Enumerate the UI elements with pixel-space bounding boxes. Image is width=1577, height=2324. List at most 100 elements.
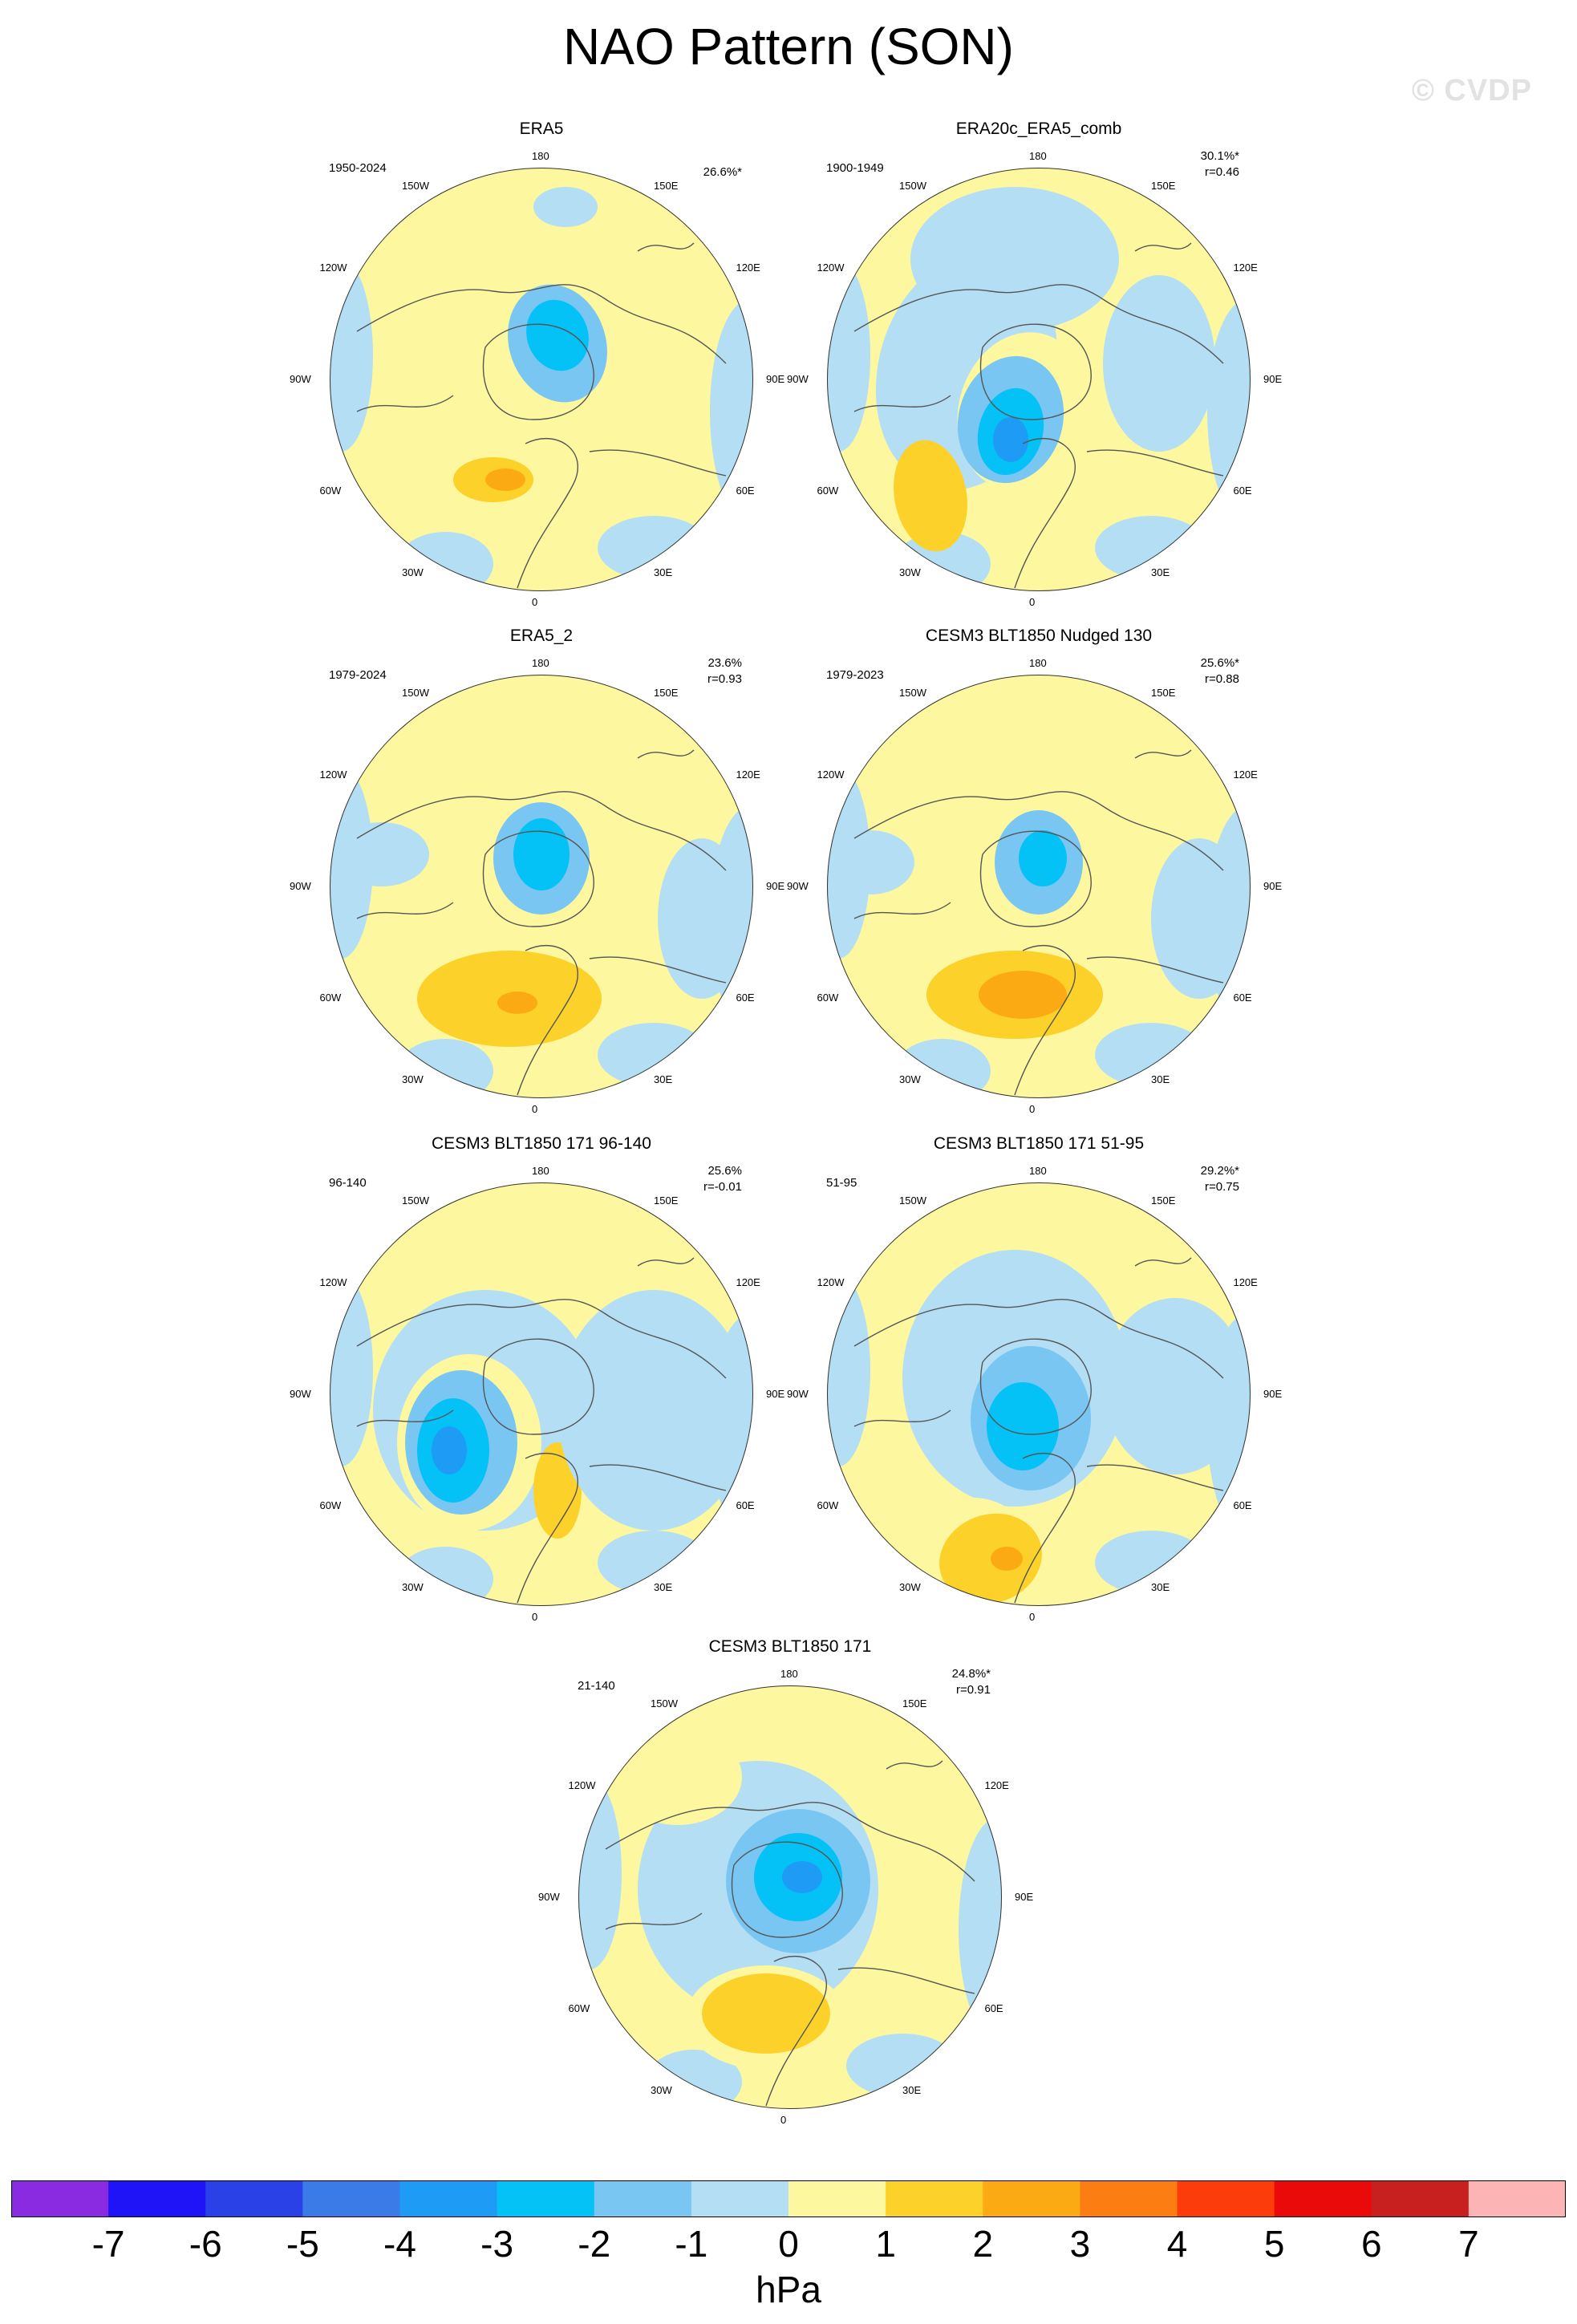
coastline xyxy=(886,1760,943,1770)
coastline xyxy=(1014,945,1076,1096)
longitude-label: 90W xyxy=(787,373,809,385)
anomaly-region xyxy=(827,1274,870,1466)
anomaly-region xyxy=(979,971,1067,1019)
anomaly-region xyxy=(330,1274,373,1466)
panel-period: 51-95 xyxy=(826,1176,857,1190)
longitude-label: 150W xyxy=(402,180,429,193)
anomaly-region xyxy=(827,830,914,894)
map-border xyxy=(827,168,1251,591)
longitude-label: 0 xyxy=(532,1611,538,1623)
longitude-label: 150W xyxy=(402,687,429,700)
colorbar-tick-label: -2 xyxy=(578,2223,611,2265)
anomaly-region xyxy=(397,1547,493,1606)
longitude-label: 90W xyxy=(290,1388,311,1400)
panel-title: ERA5 xyxy=(519,120,564,138)
polar-map xyxy=(330,675,753,1098)
longitude-label: 60W xyxy=(319,485,342,497)
map-border xyxy=(330,675,753,1098)
longitude-label: 30W xyxy=(899,1073,921,1085)
coastline xyxy=(1086,1464,1224,1491)
coastline xyxy=(605,1912,703,1930)
anomaly-region xyxy=(497,992,537,1014)
coastline xyxy=(482,830,594,927)
coastline xyxy=(482,1338,594,1435)
colorbar-tick-label: 4 xyxy=(1166,2223,1188,2265)
coastline xyxy=(979,830,1092,927)
longitude-label: 120W xyxy=(319,769,347,781)
figure-title: NAO Pattern (SON) xyxy=(563,18,1014,75)
coastline xyxy=(1014,438,1076,589)
coastline xyxy=(356,1409,454,1427)
longitude-label: 120E xyxy=(736,262,760,274)
longitude-label: 30E xyxy=(1151,1580,1170,1593)
longitude-label: 150E xyxy=(1151,180,1176,193)
colorbar-tick-label: 0 xyxy=(778,2223,799,2265)
variance-explained: 24.8%* xyxy=(951,1667,991,1681)
longitude-label: 150W xyxy=(899,180,926,193)
coastline xyxy=(356,791,727,871)
colorbar-tick-label: 6 xyxy=(1360,2223,1382,2265)
longitude-label: 180 xyxy=(1029,1165,1047,1177)
anomaly-region xyxy=(614,1729,742,1825)
coastline xyxy=(1134,242,1192,252)
longitude-label: 90E xyxy=(766,1388,785,1400)
longitude-label: 90E xyxy=(1015,1891,1034,1903)
longitude-label: 30W xyxy=(402,566,424,578)
anomaly-region xyxy=(333,822,429,886)
panel-title: CESM3 BLT1850 171 51-95 xyxy=(933,1134,1145,1153)
colorbar-swatch xyxy=(497,2180,595,2217)
coastline xyxy=(605,1802,975,1882)
longitude-label: 30E xyxy=(902,2083,922,2096)
anomaly-region xyxy=(993,417,1028,462)
longitude-label: 60W xyxy=(319,1499,342,1511)
colorbar-swatch xyxy=(594,2180,692,2217)
colorbar-tick-label: -7 xyxy=(91,2223,125,2265)
anomaly-region xyxy=(557,1290,750,1531)
colorbar-swatch xyxy=(1468,2180,1567,2217)
anomaly-region xyxy=(526,299,589,371)
panel-stats: 25.6% r=-0.01 xyxy=(614,1163,742,1195)
longitude-label: 30W xyxy=(402,1580,424,1593)
longitude-label: 180 xyxy=(1029,657,1047,669)
variance-explained: 26.6%* xyxy=(703,165,742,179)
map-border xyxy=(330,1182,753,1606)
coastline xyxy=(853,1299,1224,1379)
variance-explained: 25.6%* xyxy=(1200,656,1239,670)
longitude-label: 60E xyxy=(984,2002,1003,2014)
map-border xyxy=(578,1685,1002,2109)
panel-period: 1979-2023 xyxy=(826,668,884,682)
anomaly-region xyxy=(658,838,746,999)
longitude-label: 120W xyxy=(817,769,845,781)
longitude-label: 60W xyxy=(319,992,342,1004)
coastline xyxy=(853,902,951,919)
longitude-label: 60W xyxy=(817,485,839,497)
anomaly-region xyxy=(991,1547,1023,1571)
pattern-correlation: r=0.93 xyxy=(707,672,742,686)
coastline xyxy=(979,323,1092,420)
longitude-label: 120E xyxy=(736,769,760,781)
anomaly-region xyxy=(397,532,493,591)
coastline xyxy=(1086,956,1224,984)
anomaly-region xyxy=(1103,275,1215,452)
polar-map xyxy=(827,168,1251,591)
longitude-label: 30W xyxy=(899,566,921,578)
coastline xyxy=(853,284,1224,364)
longitude-label: 150E xyxy=(654,1194,679,1207)
panel-period: 1979-2024 xyxy=(329,668,387,682)
longitude-label: 0 xyxy=(1029,596,1036,608)
panel-stats: 26.6%* xyxy=(614,148,742,180)
panel-title: CESM3 BLT1850 171 xyxy=(708,1637,872,1656)
anomaly-region xyxy=(513,818,570,890)
colorbar-swatch xyxy=(886,2180,983,2217)
panel-stats: 25.6%* r=0.88 xyxy=(1111,655,1239,687)
pattern-correlation: r=0.91 xyxy=(956,1683,991,1697)
longitude-label: 90E xyxy=(766,880,785,892)
coastline xyxy=(637,1257,695,1267)
anomaly-region xyxy=(702,1973,830,2054)
pattern-correlation: r=0.88 xyxy=(1205,672,1239,686)
longitude-label: 60E xyxy=(1233,1499,1252,1511)
coastline xyxy=(1134,1257,1192,1267)
colorbar-swatch xyxy=(399,2180,498,2217)
longitude-label: 90W xyxy=(787,880,809,892)
colorbar-swatch xyxy=(205,2180,303,2217)
